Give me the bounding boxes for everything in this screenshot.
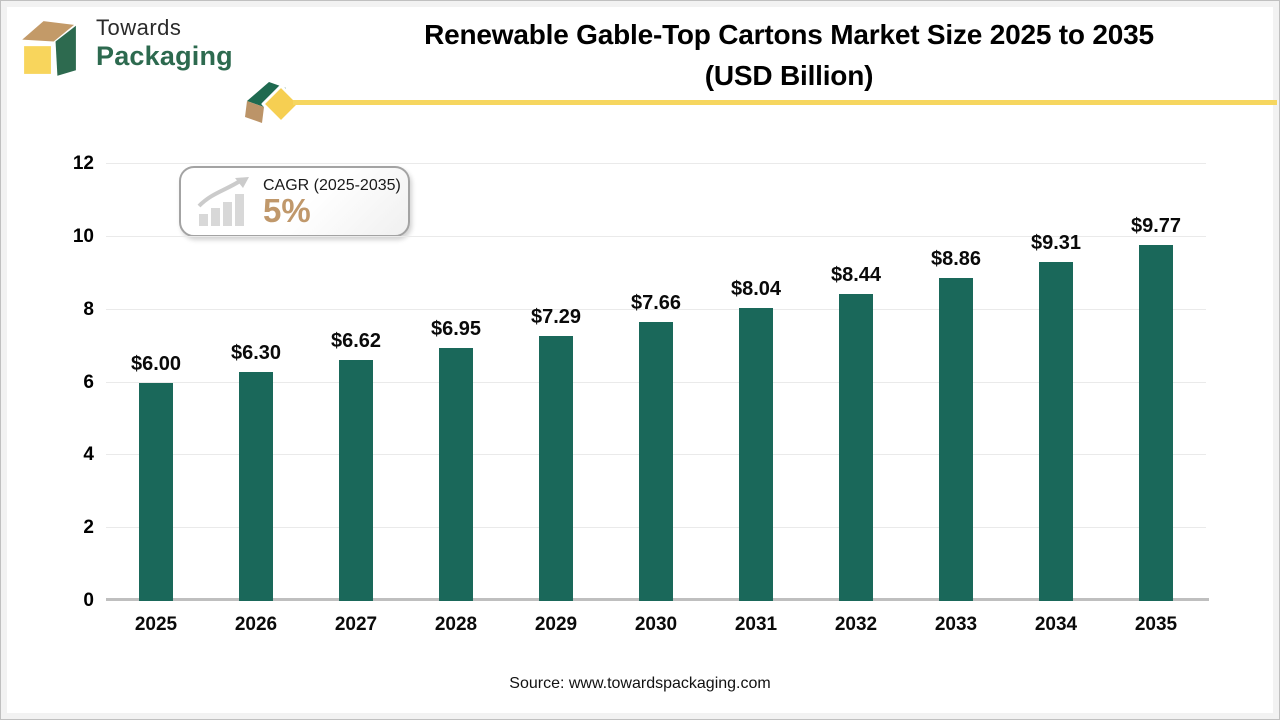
cagr-value: 5%: [263, 191, 311, 229]
x-axis-tick-label: 2029: [534, 614, 578, 635]
logo: Towards Packaging: [13, 9, 233, 87]
bar-value-label: $8.04: [730, 278, 782, 301]
diamond-accent-icon: [245, 82, 301, 124]
plot-area: 0 2 4 6 8 10 12 $6.00 2025 $6.30 2026 $6.62 2027 $6.9…: [73, 153, 1210, 635]
x-axis-tick-label: 2033: [934, 614, 978, 635]
bar-2033: [939, 278, 973, 601]
bar-2035: [1139, 245, 1173, 601]
x-axis-tick-label: 2034: [1034, 614, 1078, 635]
gridline: [106, 163, 1206, 164]
y-axis-tick-label: 4: [83, 444, 94, 466]
bar-value-label: $6.30: [230, 341, 282, 364]
bar-2026: [239, 371, 273, 601]
y-axis-tick-label: 8: [83, 298, 94, 320]
y-axis-tick-label: 10: [72, 225, 94, 247]
bar-value-label: $7.66: [630, 292, 682, 315]
chart-title: Renewable Gable-Top Cartons Market Size …: [311, 14, 1267, 96]
bar-value-label: $9.77: [1130, 215, 1182, 238]
bar-value-label: $8.44: [830, 263, 882, 286]
bar-2030: [639, 322, 673, 601]
logo-text: Towards Packaging: [96, 17, 233, 70]
bar-2029: [539, 335, 573, 601]
bar-value-label: $9.31: [1030, 231, 1082, 254]
divider-line: [293, 100, 1277, 105]
bar-value-label: $8.86: [930, 248, 982, 271]
logo-cube-icon: [22, 21, 76, 76]
y-axis-tick-label: 0: [83, 590, 94, 611]
x-axis-tick-label: 2030: [634, 614, 678, 635]
cagr-badge: CAGR (2025-2035) 5%: [179, 166, 410, 237]
bar-2031: [739, 308, 773, 601]
x-axis-tick-label: 2028: [434, 614, 478, 635]
cagr-label: CAGR (2025-2035): [263, 176, 401, 194]
bar-2034: [1039, 261, 1073, 601]
growth-chart-icon: [197, 176, 249, 226]
bar-2025: [139, 382, 173, 601]
y-axis-tick-label: 2: [83, 517, 94, 539]
title-line-2: (USD Billion): [704, 60, 874, 91]
gridline: [106, 235, 1206, 237]
logo-text-packaging: Packaging: [96, 41, 233, 71]
x-axis-tick-label: 2031: [734, 614, 778, 635]
bar-value-label: $7.29: [530, 305, 582, 328]
bar-value-label: $6.95: [430, 317, 482, 340]
bar-2027: [338, 359, 373, 601]
bar-2032: [839, 293, 873, 601]
x-axis-tick-label: 2025: [134, 614, 178, 635]
x-axis-tick-label: 2026: [234, 614, 278, 635]
bar-value-label: $6.62: [330, 329, 382, 352]
logo-text-towards: Towards: [96, 15, 182, 40]
x-axis-tick-label: 2032: [834, 614, 878, 635]
y-axis-tick-label: 6: [83, 371, 94, 393]
gridline: [106, 308, 1206, 310]
bar-2028: [439, 347, 473, 601]
source-text: Source: www.towardspackaging.com: [509, 675, 771, 692]
cagr-text: CAGR (2025-2035) 5%: [263, 177, 401, 227]
title-line-1: Renewable Gable-Top Cartons Market Size …: [424, 19, 1154, 50]
y-axis-tick-label: 12: [72, 153, 94, 174]
bar-value-label: $6.00: [130, 352, 182, 375]
x-axis-tick-label: 2027: [334, 614, 378, 635]
x-axis-tick-label: 2035: [1134, 614, 1178, 635]
